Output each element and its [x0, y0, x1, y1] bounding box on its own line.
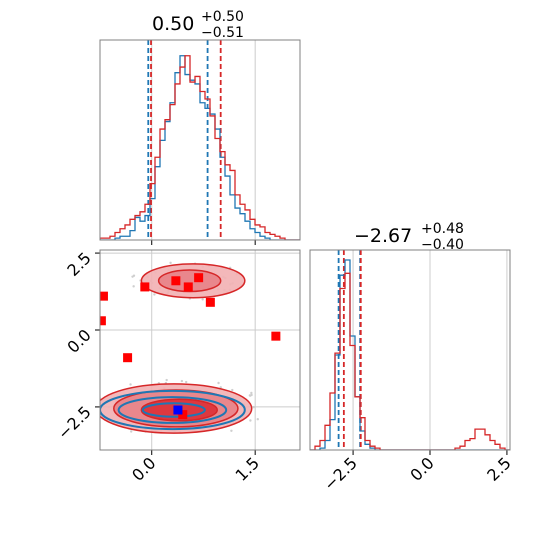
title-param-1: 0.50 +0.50 −0.51 [152, 9, 244, 41]
marker-red-square [140, 282, 150, 292]
sample-point [180, 379, 184, 383]
sample-point [130, 430, 133, 433]
x-tick-label: 2.5 [483, 453, 514, 484]
axes-frame [309, 249, 511, 451]
panel-histogram-param-2: −2.5 0.0 2.5 [309, 249, 515, 494]
sample-point [230, 429, 233, 433]
marker-red-square [100, 291, 108, 301]
contour-blue [100, 389, 246, 431]
marker-red-square [183, 282, 193, 292]
sample-point [129, 383, 132, 386]
marker-red-square [178, 410, 188, 420]
sample-point [231, 388, 234, 392]
title-param-1-lower: −0.51 [201, 25, 244, 41]
x-tick-label: 0.0 [406, 453, 437, 484]
y-tick-label: 0.0 [63, 325, 94, 356]
title-param-1-value: 0.50 [152, 13, 194, 35]
marker-red-square [271, 331, 281, 341]
title-param-2: −2.67 +0.48 −0.40 [354, 221, 464, 253]
title-param-1-upper: +0.50 [201, 9, 244, 25]
title-param-2-upper: +0.48 [421, 221, 464, 237]
sample-point [249, 394, 252, 397]
sample-point [184, 380, 188, 384]
histogram-red [310, 272, 510, 450]
x-tick-label: −2.5 [320, 453, 361, 494]
histogram-blue [100, 55, 300, 240]
sample-point [256, 418, 259, 421]
sample-point [201, 298, 204, 301]
marker-red-square [171, 276, 181, 286]
marker-red-square [205, 297, 215, 307]
sample-point [132, 285, 135, 288]
marker-red-square [100, 316, 106, 326]
plot-area [310, 250, 510, 450]
histogram-red [100, 55, 300, 240]
sample-point [217, 381, 220, 385]
panel-scatter-2d: 0.0 1.5 2.5 0.0 −2.5 [54, 248, 301, 485]
plot-area [100, 40, 300, 240]
sample-point [153, 293, 156, 296]
sample-point [250, 391, 253, 395]
sample-point [169, 261, 172, 265]
x-tick-label: 0.0 [128, 453, 159, 484]
title-param-2-lower: −0.40 [421, 237, 464, 253]
plot-area [94, 250, 300, 450]
sample-point [249, 419, 252, 422]
marker-red-square [123, 353, 133, 363]
x-tick-label: 1.5 [232, 453, 263, 484]
sample-point [131, 275, 134, 278]
contour-blue [117, 396, 228, 424]
contour-blue [141, 402, 206, 418]
y-tick-label: 2.5 [63, 248, 94, 279]
marker-blue-square [173, 405, 183, 415]
panel-histogram-param-1 [99, 39, 301, 245]
contour-red [157, 269, 222, 293]
axes-frame [99, 39, 301, 241]
sample-point [165, 378, 168, 382]
marker-red-square [194, 273, 204, 283]
title-param-2-value: −2.67 [354, 225, 412, 247]
y-tick-label: −2.5 [54, 402, 95, 443]
sample-point [95, 413, 97, 415]
sample-point [94, 400, 96, 402]
axes-frame [99, 249, 301, 451]
sample-point [252, 405, 255, 409]
